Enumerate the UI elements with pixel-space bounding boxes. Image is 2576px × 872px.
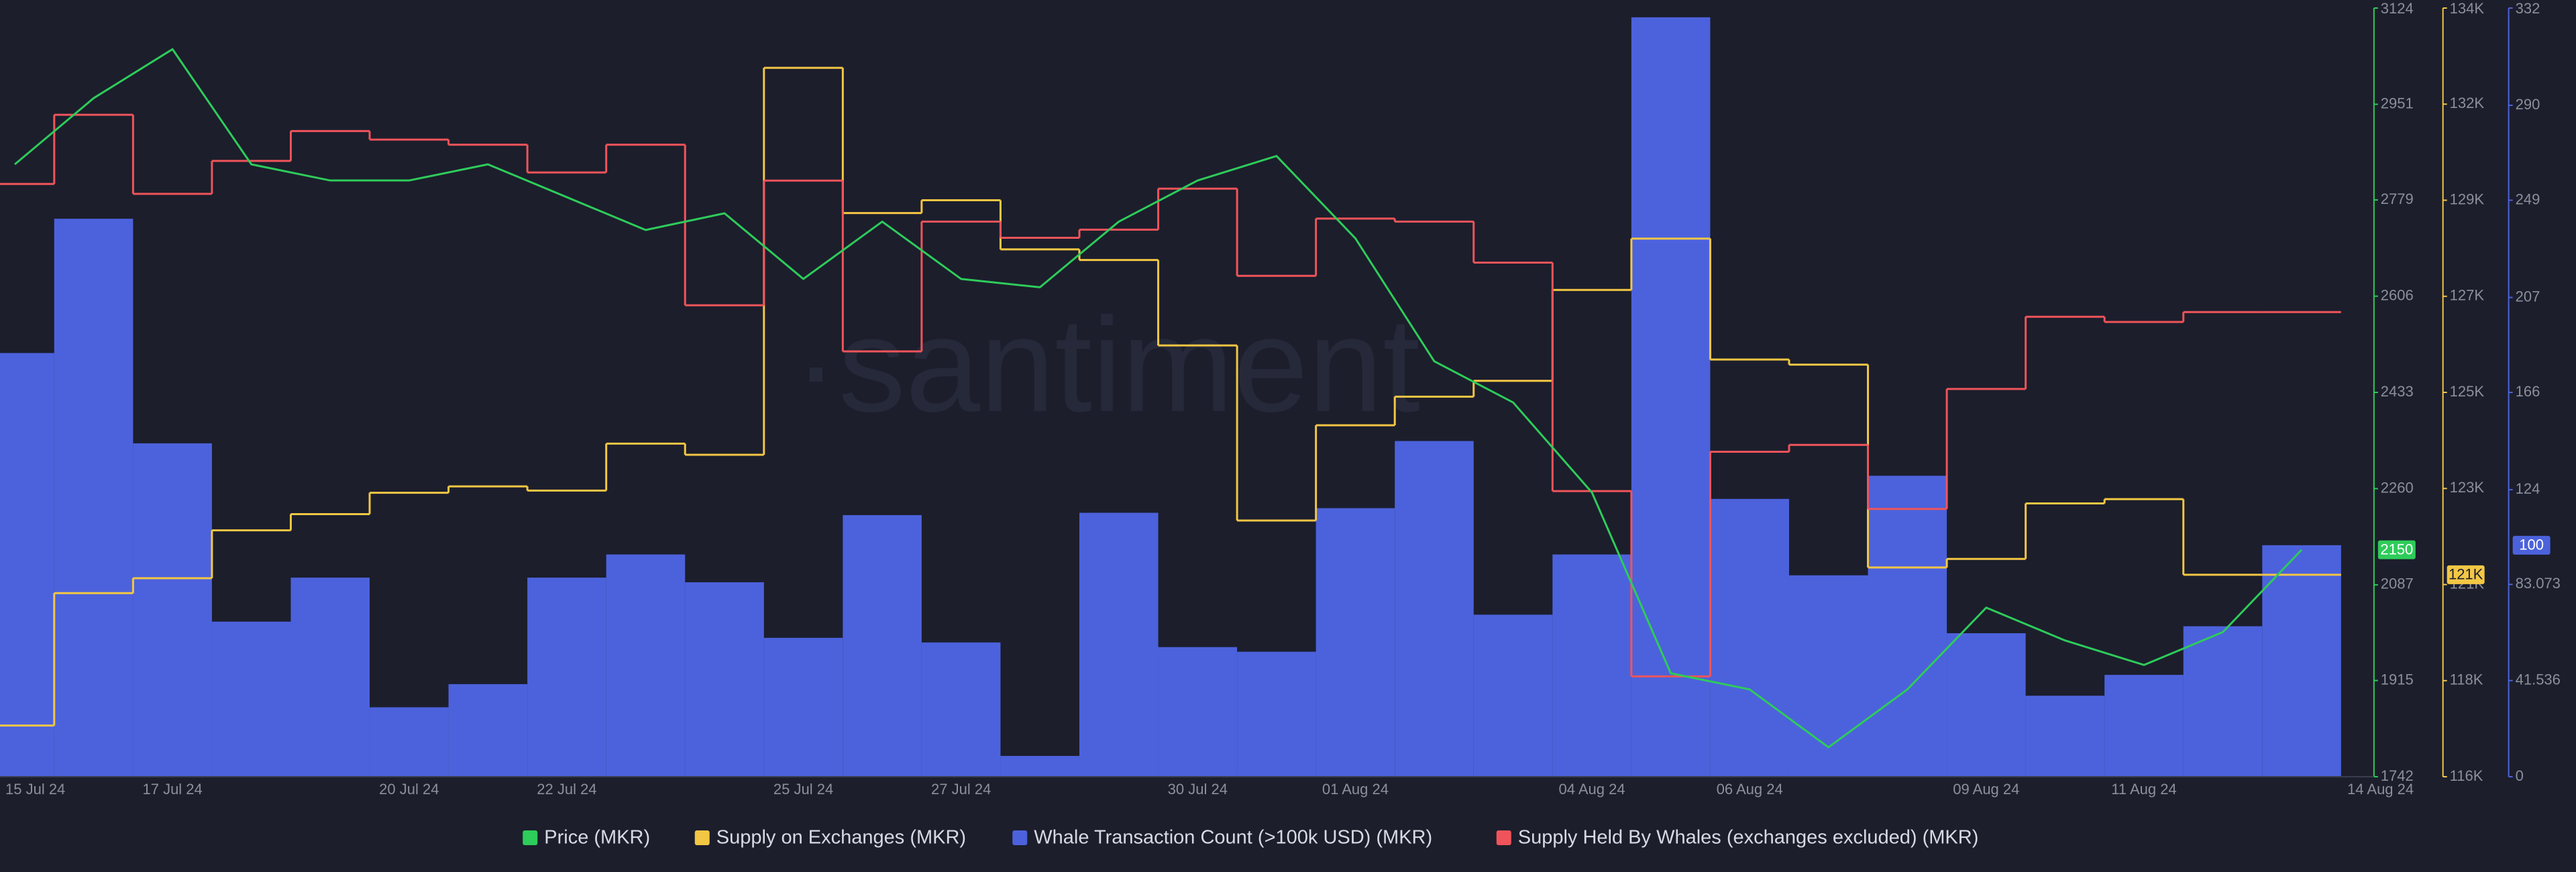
bar	[2025, 696, 2105, 777]
value-badge-label: 100	[2519, 537, 2544, 553]
x-tick-label: 25 Jul 24	[773, 781, 833, 798]
x-tick-label: 20 Jul 24	[379, 781, 439, 798]
y-tick-label: 2779	[2381, 190, 2414, 207]
bar	[1079, 512, 1159, 777]
y-tick-label: 1915	[2381, 671, 2414, 688]
x-tick-label: 06 Aug 24	[1717, 781, 1783, 798]
legend-swatch	[1496, 830, 1511, 845]
y-tick-label: 2951	[2381, 95, 2414, 111]
bar	[448, 684, 528, 777]
x-tick-label: 17 Jul 24	[142, 781, 202, 798]
y3-tick-label: 290	[2516, 96, 2540, 113]
bar	[843, 514, 922, 777]
y2-tick-label: 123K	[2450, 479, 2485, 496]
bar	[1710, 498, 1789, 777]
y3-tick-label: 207	[2516, 288, 2540, 305]
y2-tick-label: 118K	[2450, 671, 2483, 688]
legend-swatch	[523, 830, 538, 845]
y2-tick-label: 127K	[2450, 287, 2485, 304]
bar	[211, 621, 291, 777]
bar	[370, 707, 449, 777]
watermark: ·santiment	[794, 290, 1420, 440]
bar	[1631, 17, 1711, 777]
x-tick-label: 27 Jul 24	[931, 781, 991, 798]
y-tick-label: 2433	[2381, 383, 2414, 400]
y2-tick-label: 132K	[2450, 95, 2485, 111]
bar	[2262, 545, 2341, 777]
y2-tick-label: 116K	[2450, 767, 2483, 784]
bar	[1473, 614, 1553, 777]
y-tick-label: 2087	[2381, 576, 2414, 592]
legend-swatch	[694, 830, 710, 845]
bar	[1552, 554, 1631, 777]
y-tick-label: 2606	[2381, 286, 2414, 303]
legend-label: Whale Transaction Count (>100k USD) (MKR…	[1034, 827, 1432, 849]
value-badge	[2512, 535, 2551, 555]
bar	[921, 642, 1001, 777]
legend-label: Price (MKR)	[544, 827, 650, 849]
y3-tick-label: 0	[2516, 767, 2524, 784]
y-tick-label: 3124	[2381, 0, 2414, 17]
y3-tick-label: 249	[2516, 190, 2540, 207]
bar	[1395, 441, 1474, 777]
bar	[290, 578, 370, 777]
x-tick-label: 11 Aug 24	[2111, 781, 2176, 798]
x-tick-label: 01 Aug 24	[1322, 781, 1389, 798]
y2-tick-label: 125K	[2450, 383, 2485, 400]
bar	[133, 443, 212, 777]
bar	[1316, 508, 1395, 777]
y-tick-label: 2260	[2381, 479, 2414, 496]
bar	[685, 582, 764, 777]
x-tick-label: 22 Jul 24	[537, 781, 596, 798]
legend-swatch	[1012, 830, 1028, 845]
y2-tick-label: 129K	[2450, 190, 2485, 207]
bar	[1788, 575, 1868, 777]
y3-tick-label: 332	[2516, 0, 2540, 17]
price-line	[14, 48, 2303, 749]
bar	[1947, 633, 2026, 777]
y-tick-label: 1742	[2381, 767, 2414, 784]
bar	[1158, 647, 1238, 777]
x-tick-label: 04 Aug 24	[1559, 781, 1625, 798]
y3-tick-label: 166	[2516, 383, 2540, 400]
value-badge-label: 2150	[2380, 541, 2413, 557]
bar	[0, 353, 54, 777]
value-badge	[2377, 540, 2416, 559]
bar	[606, 554, 686, 777]
y3-tick-label: 41.536	[2516, 671, 2561, 688]
y2-tick-label: 134K	[2450, 0, 2485, 17]
legend-label: Supply on Exchanges (MKR)	[716, 827, 966, 849]
y3-tick-label: 83.073	[2516, 575, 2561, 592]
x-tick-label: 30 Jul 24	[1168, 781, 1228, 798]
bar	[54, 219, 133, 777]
bar	[527, 578, 606, 777]
x-tick-label: 09 Aug 24	[1953, 781, 2019, 798]
value-badge	[2447, 565, 2485, 584]
bar	[2104, 675, 2184, 777]
y3-tick-label: 124	[2516, 480, 2540, 497]
plot-area	[0, 17, 2341, 777]
legend-label: Supply Held By Whales (exchanges exclude…	[1518, 827, 1979, 849]
bar	[1868, 476, 1947, 777]
bar	[1237, 651, 1316, 777]
bar	[763, 637, 843, 777]
x-tick-label: 15 Jul 24	[5, 781, 65, 798]
value-badge-label: 121K	[2449, 566, 2483, 583]
bar	[1000, 755, 1079, 777]
x-tick-label: 14 Aug 24	[2347, 781, 2414, 798]
bar	[2183, 626, 2263, 777]
